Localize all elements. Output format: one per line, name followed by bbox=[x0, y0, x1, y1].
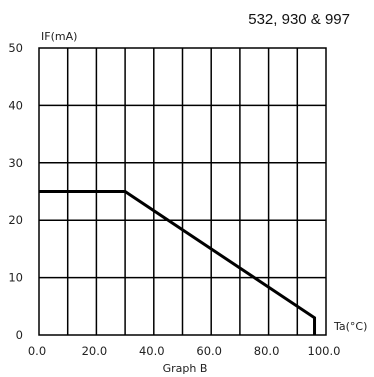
x-tick-label: 80.0 bbox=[254, 344, 280, 358]
y-axis-label: IF(mA) bbox=[41, 30, 77, 43]
series-layer bbox=[39, 190, 317, 335]
y-tick-label: 0 bbox=[16, 328, 23, 342]
chart-caption: Graph B bbox=[163, 362, 208, 375]
y-tick-label: 40 bbox=[8, 98, 23, 112]
y-tick-label: 30 bbox=[8, 156, 23, 170]
tick-labels: 0 10 20 30 40 50 0.0 20.0 40.0 60.0 80.0 100.0 bbox=[8, 41, 340, 358]
x-tick-label: 20.0 bbox=[82, 344, 108, 358]
x-tick-label: 0.0 bbox=[28, 344, 46, 358]
y-tick-label: 50 bbox=[8, 41, 23, 55]
x-tick-label: 60.0 bbox=[196, 344, 222, 358]
y-tick-label: 10 bbox=[8, 271, 23, 285]
y-tick-label: 20 bbox=[8, 213, 23, 227]
x-axis-label: Ta(°C) bbox=[333, 320, 367, 333]
x-tick-label: 40.0 bbox=[139, 344, 165, 358]
series-line bbox=[39, 190, 317, 335]
x-tick-label: 100.0 bbox=[308, 344, 341, 358]
header-parts: 532, 930 & 997 bbox=[248, 11, 350, 28]
grid bbox=[39, 48, 326, 335]
